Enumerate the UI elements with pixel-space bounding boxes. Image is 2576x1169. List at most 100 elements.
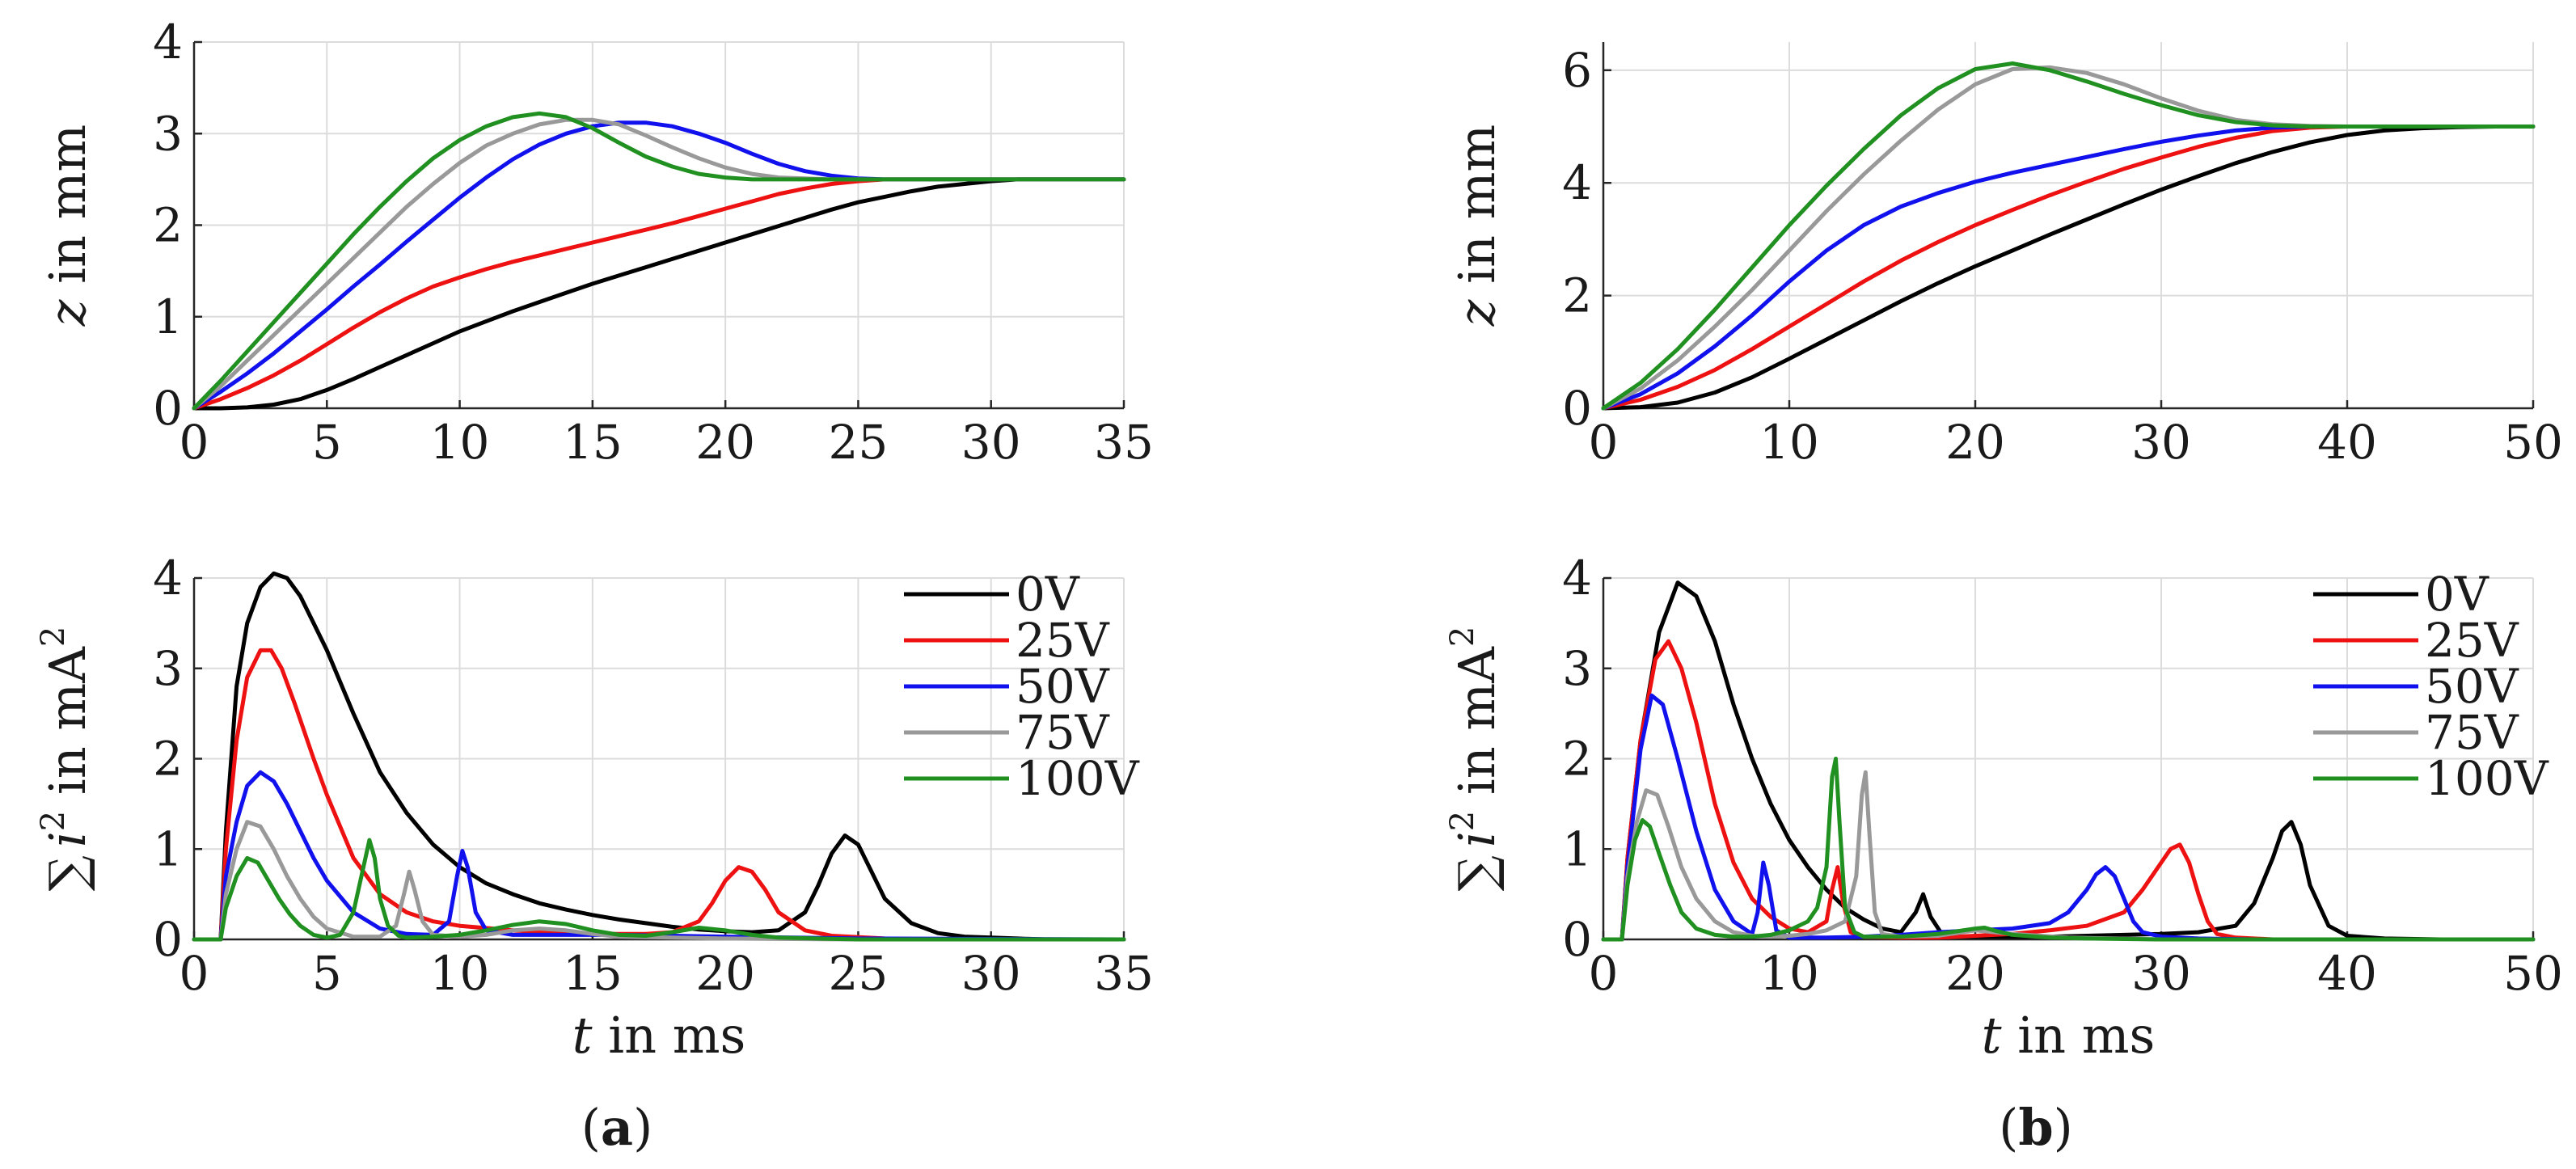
y-tick-label: 0	[153, 381, 183, 436]
sum-symbol: ∑	[1447, 855, 1506, 891]
y-tick-label: 1	[1562, 821, 1592, 876]
panel-a-top-chart: 0 5 10 15 20 25 30 35 0 1 2 3 4 z in mm	[38, 15, 1154, 470]
y-tick-label: 3	[1562, 641, 1592, 696]
y-tick-label: 6	[1562, 43, 1592, 98]
x-axis-label-variable: t	[572, 1006, 593, 1065]
y-tick-label: 0	[1562, 912, 1592, 967]
legend-label: 50V	[1016, 659, 1110, 714]
y-axis-label: ∑i2 in mA2	[1444, 627, 1506, 892]
x-tick-label: 20	[695, 946, 755, 1001]
x-axis-label-variable: t	[1982, 1006, 2002, 1065]
y-tick-label: 3	[153, 641, 183, 696]
y-axis-label-unit: in mA	[38, 646, 97, 811]
y-tick-label: 4	[1562, 155, 1592, 210]
x-tick-label: 50	[2503, 946, 2563, 1001]
y-tick-label: 0	[153, 912, 183, 967]
y-axis-label-unit-exponent: 2	[35, 627, 72, 647]
x-tick-label: 0	[179, 946, 209, 1001]
y-axis-label-unit: in mm	[38, 124, 97, 300]
series-line-75V	[192, 820, 1126, 942]
series-line-100V	[192, 838, 1126, 942]
x-tick-label: 35	[1094, 946, 1154, 1001]
x-tick-label: 10	[430, 946, 490, 1001]
series-line-0V	[1601, 580, 2536, 942]
y-tick-label: 4	[1562, 551, 1592, 606]
x-tick-label: 40	[2317, 415, 2377, 470]
y-axis-label-unit: in mm	[1447, 124, 1506, 300]
y-axis-label-variable: z	[1447, 299, 1506, 327]
caption-b: (b)	[1999, 1098, 2073, 1157]
legend-label: 100V	[2425, 751, 2549, 806]
y-tick-label: 2	[1562, 732, 1592, 787]
y-axis-label-exponent: 2	[35, 811, 72, 831]
series-line-2	[1601, 124, 2536, 411]
x-axis-label-unit: in ms	[2002, 1006, 2156, 1065]
x-tick-label: 20	[1945, 946, 2005, 1001]
legend-label: 100V	[1016, 751, 1140, 806]
series-line-50V	[192, 770, 1126, 942]
y-tick-label: 1	[153, 289, 183, 344]
y-axis-label-variable: z	[38, 299, 97, 327]
y-axis-label-variable: i	[1447, 831, 1506, 847]
panel-b-top-chart: 0 10 20 30 40 50 0 2 4 6 z in mm	[1447, 42, 2563, 470]
series-line-1	[1601, 124, 2536, 411]
series-line-3	[1601, 65, 2536, 411]
x-tick-label: 40	[2317, 946, 2377, 1001]
y-axis-label-exponent: 2	[1444, 811, 1481, 831]
x-tick-label: 15	[563, 946, 623, 1001]
y-axis-label: ∑i2 in mA2	[35, 627, 97, 892]
x-tick-label: 0	[1589, 415, 1619, 470]
legend-label: 50V	[2425, 659, 2519, 714]
x-tick-label: 30	[2131, 415, 2191, 470]
y-tick-label: 2	[1562, 268, 1592, 323]
sum-symbol: ∑	[38, 855, 97, 891]
y-axis-label-variable: i	[38, 831, 97, 847]
caption-a-letter: a	[601, 1098, 633, 1157]
series-line-1	[192, 177, 1126, 411]
y-tick-label: 4	[153, 15, 183, 70]
x-tick-label: 0	[1589, 946, 1619, 1001]
y-axis-label-unit-exponent: 2	[1444, 627, 1481, 647]
caption-a: (a)	[581, 1098, 653, 1157]
x-tick-label: 20	[1945, 415, 2005, 470]
series-line-25V	[192, 648, 1126, 942]
y-tick-label: 2	[153, 732, 183, 787]
x-axis-label: t in ms	[1982, 1006, 2156, 1065]
legend-label: 25V	[1016, 613, 1110, 668]
y-tick-label: 0	[1562, 381, 1592, 436]
caption-b-letter: b	[2018, 1098, 2053, 1157]
x-tick-label: 20	[695, 415, 755, 470]
x-tick-label: 25	[829, 415, 889, 470]
y-tick-label: 3	[153, 106, 183, 161]
legend-label: 75V	[1016, 705, 1110, 760]
legend-label: 0V	[2425, 567, 2489, 622]
legend-label: 75V	[2425, 705, 2519, 760]
x-tick-label: 30	[2131, 946, 2191, 1001]
x-tick-label: 5	[312, 415, 342, 470]
legend-label: 25V	[2425, 613, 2519, 668]
x-tick-label: 30	[961, 946, 1021, 1001]
series-line-4	[192, 111, 1126, 411]
x-tick-label: 50	[2503, 415, 2563, 470]
x-tick-label: 10	[1759, 415, 1819, 470]
series-line-100V	[1601, 757, 2536, 942]
x-axis-label: t in ms	[572, 1006, 746, 1065]
series-line-0	[1601, 124, 2536, 411]
y-axis-label: z in mm	[38, 124, 97, 327]
x-tick-label: 10	[430, 415, 490, 470]
x-tick-label: 10	[1759, 946, 1819, 1001]
y-axis-label-unit: in mA	[1447, 646, 1506, 811]
x-tick-label: 5	[312, 946, 342, 1001]
y-axis-label: z in mm	[1447, 124, 1506, 327]
series-line-4	[1601, 61, 2536, 411]
x-tick-label: 25	[829, 946, 889, 1001]
x-tick-label: 15	[563, 415, 623, 470]
series-line-2	[192, 120, 1126, 411]
x-tick-label: 0	[179, 415, 209, 470]
y-tick-label: 1	[153, 821, 183, 876]
